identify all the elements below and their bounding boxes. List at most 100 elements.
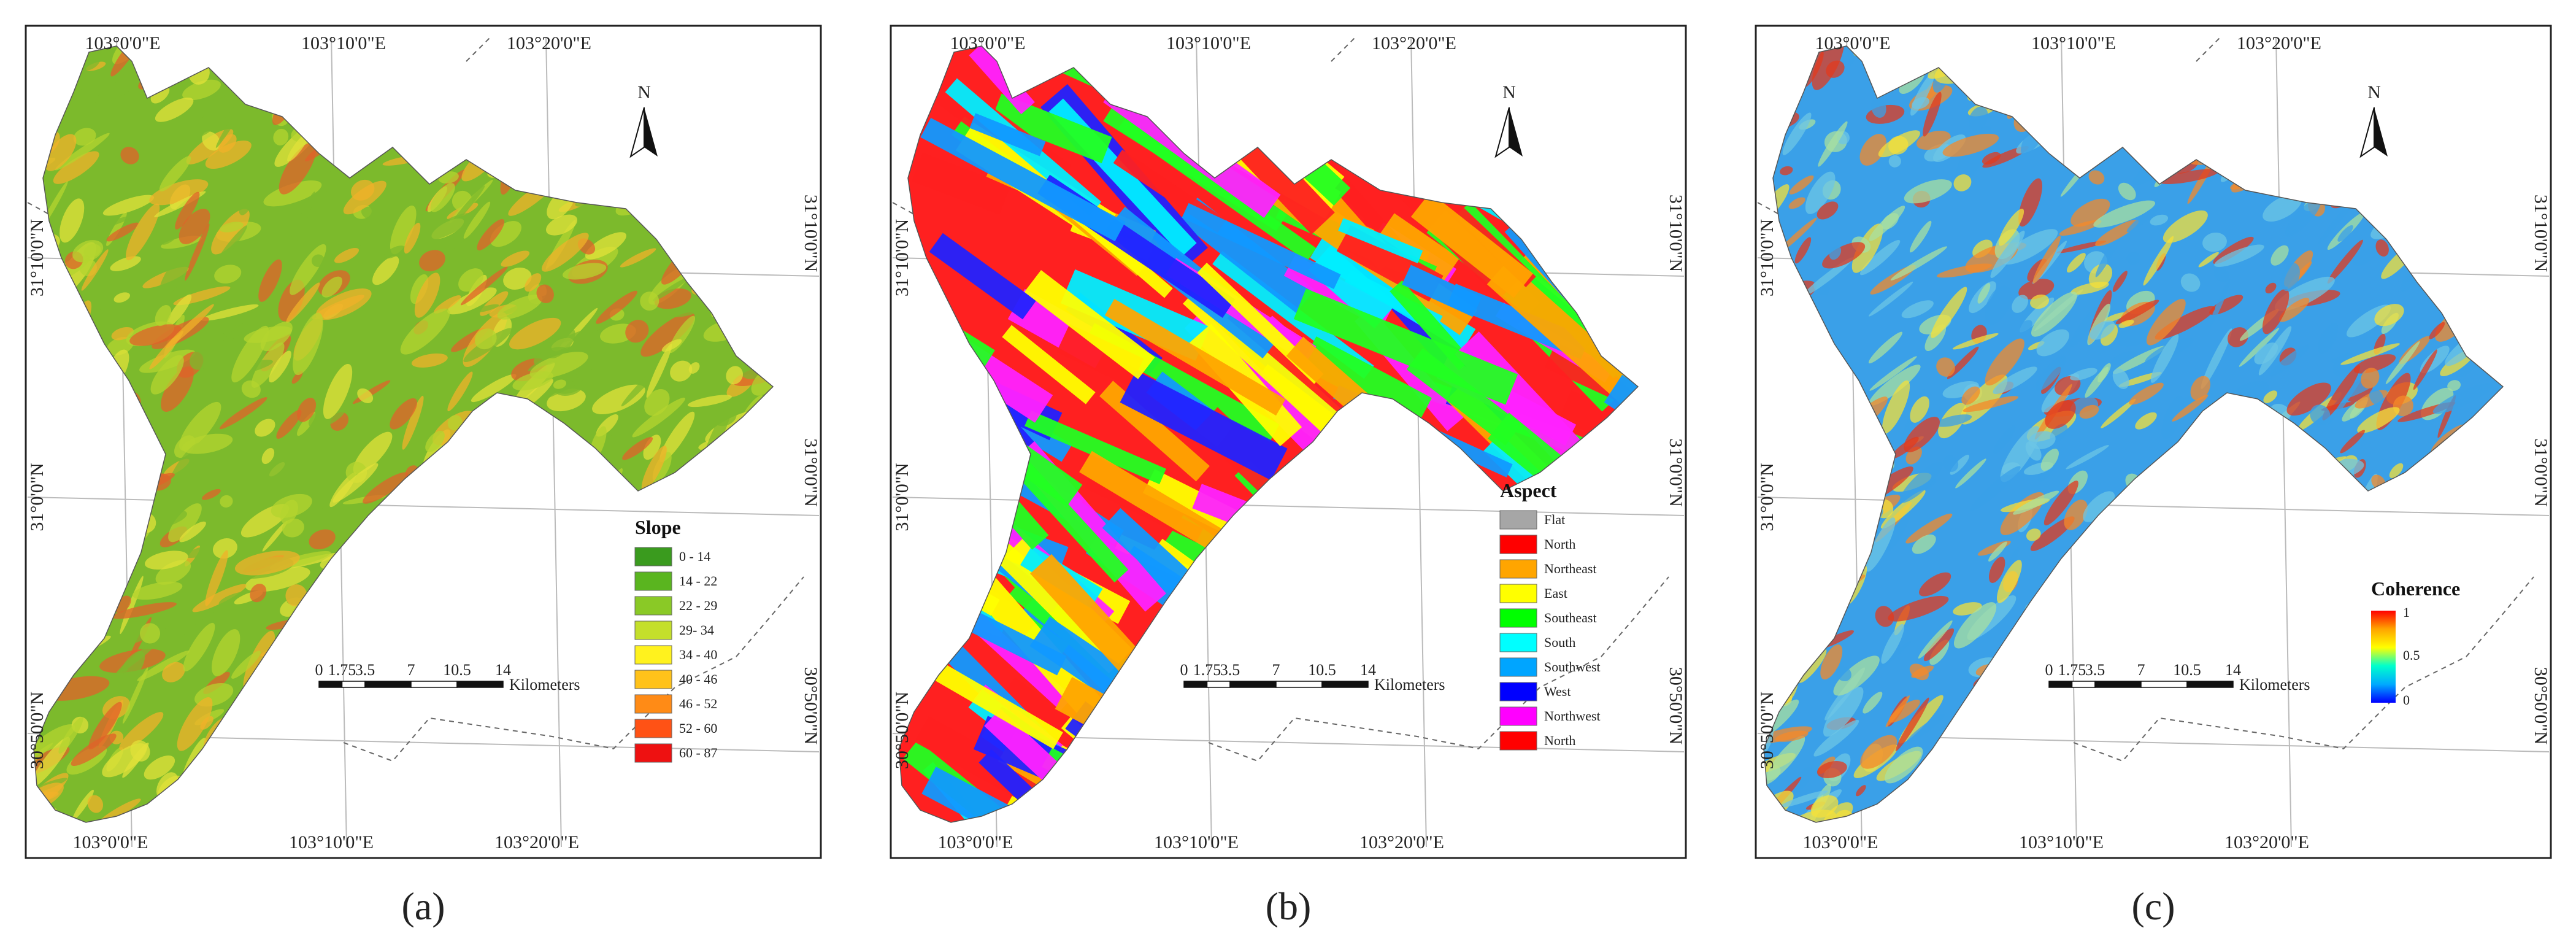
terrain-patch <box>2022 799 2044 818</box>
terrain-patch <box>676 790 703 822</box>
terrain-patch <box>200 716 213 730</box>
terrain-patch <box>1901 300 1934 319</box>
longitude-label-top: 103°20'0"E <box>1372 33 1456 53</box>
terrain-patch <box>1923 91 1942 137</box>
graticule-parallel-1 <box>27 497 820 516</box>
terrain-patch <box>2372 529 2390 547</box>
terrain-patch <box>575 629 609 659</box>
latitude-label-left: 30°50'0"N <box>27 692 47 769</box>
terrain-patch <box>2263 444 2316 480</box>
aspect-band <box>1538 90 1638 171</box>
terrain-patch <box>2139 635 2186 654</box>
terrain-patch <box>2172 539 2234 558</box>
scale-bar-segment <box>341 681 366 688</box>
longitude-label-bottom: 103°0'0"E <box>938 832 1013 852</box>
terrain-patch <box>2082 709 2101 728</box>
terrain-patch <box>521 781 559 822</box>
legend-title: Slope <box>635 516 681 538</box>
terrain-patch <box>106 222 139 242</box>
terrain-patch <box>181 607 231 641</box>
terrain-patch <box>584 72 630 93</box>
terrain-patch <box>645 791 672 822</box>
terrain-patch <box>214 265 242 284</box>
terrain-patch <box>1888 136 1909 155</box>
terrain-patch <box>182 79 221 101</box>
terrain-patch <box>2058 800 2111 822</box>
admin-boundary <box>343 576 804 762</box>
terrain-patch <box>2367 525 2398 539</box>
legend-swatch <box>1499 731 1537 751</box>
longitude-label-top: 103°0'0"E <box>1815 33 1891 53</box>
terrain-patch <box>2486 308 2503 329</box>
terrain-patch <box>2467 450 2483 465</box>
terrain-patch <box>413 25 470 45</box>
terrain-patch <box>71 733 117 767</box>
legend-label: Southeast <box>1544 610 1597 625</box>
map-frame <box>25 25 822 859</box>
terrain-patch <box>2118 320 2134 328</box>
terrain-patch <box>105 389 134 420</box>
terrain-patch <box>2370 519 2399 545</box>
aspect-band <box>1042 748 1188 822</box>
terrain-patch <box>2367 25 2395 40</box>
terrain-patch <box>1764 670 1782 688</box>
terrain-patch <box>714 25 767 41</box>
terrain-patch <box>126 203 160 261</box>
legend-swatch <box>634 743 672 763</box>
terrain-patch <box>1912 534 1936 554</box>
terrain-patch <box>2448 727 2502 755</box>
terrain-patch <box>734 637 773 656</box>
latitude-label-right: 31°0'0"N <box>2531 438 2551 506</box>
terrain-patch <box>1838 429 1888 457</box>
terrain-patch <box>1977 283 1991 304</box>
terrain-patch <box>1782 112 1812 155</box>
terrain-patch <box>2156 581 2196 603</box>
terrain-patch <box>2239 782 2301 812</box>
scale-tick-label: 10.5 <box>2173 661 2201 679</box>
legend-label: West <box>1544 684 1571 699</box>
terrain-patch <box>2177 785 2210 822</box>
latitude-label-right: 31°0'0"N <box>1666 438 1686 506</box>
terrain-patch <box>509 317 561 350</box>
terrain-patch <box>108 420 138 451</box>
aspect-band <box>1291 698 1394 799</box>
terrain-patch <box>414 272 440 318</box>
scale-tick-label: 7 <box>1272 661 1280 679</box>
terrain-patch <box>2240 706 2248 720</box>
terrain-patch <box>212 538 237 559</box>
terrain-patch <box>756 46 767 55</box>
terrain-patch <box>2167 648 2182 659</box>
terrain-patch <box>435 477 493 501</box>
terrain-patch <box>1985 338 2024 386</box>
terrain-patch <box>676 240 693 255</box>
terrain-patch <box>661 765 683 786</box>
terrain-patch <box>2070 282 2109 295</box>
terrain-patch <box>2093 200 2156 228</box>
terrain-patch <box>1764 51 1802 88</box>
legend-swatch <box>634 719 672 738</box>
terrain-patch <box>2227 547 2239 561</box>
terrain-patch <box>2046 628 2066 661</box>
terrain-patch <box>2143 236 2174 286</box>
terrain-patch <box>546 214 578 236</box>
terrain-patch <box>2243 76 2292 112</box>
terrain-patch <box>477 218 505 250</box>
terrain-patch <box>64 562 93 585</box>
terrain-patch <box>166 304 214 349</box>
terrain-patch <box>1801 603 1817 614</box>
longitude-label-bottom: 103°10'0"E <box>289 832 374 852</box>
scale-bar-segment <box>2071 681 2096 688</box>
terrain-patch <box>1959 374 2008 425</box>
terrain-patch <box>2466 46 2491 48</box>
terrain-patch <box>2374 197 2404 209</box>
scale-tick-label: 14 <box>2225 661 2241 679</box>
terrain-patch <box>483 466 515 504</box>
terrain-patch <box>2420 482 2437 497</box>
terrain-patch <box>63 551 106 587</box>
terrain-patch <box>2132 145 2166 160</box>
terrain-patch <box>2019 320 2032 333</box>
legend-title: Coherence <box>2371 578 2460 600</box>
terrain-patch <box>2445 501 2463 518</box>
terrain-patch <box>2278 298 2310 322</box>
terrain-patch <box>453 458 485 506</box>
